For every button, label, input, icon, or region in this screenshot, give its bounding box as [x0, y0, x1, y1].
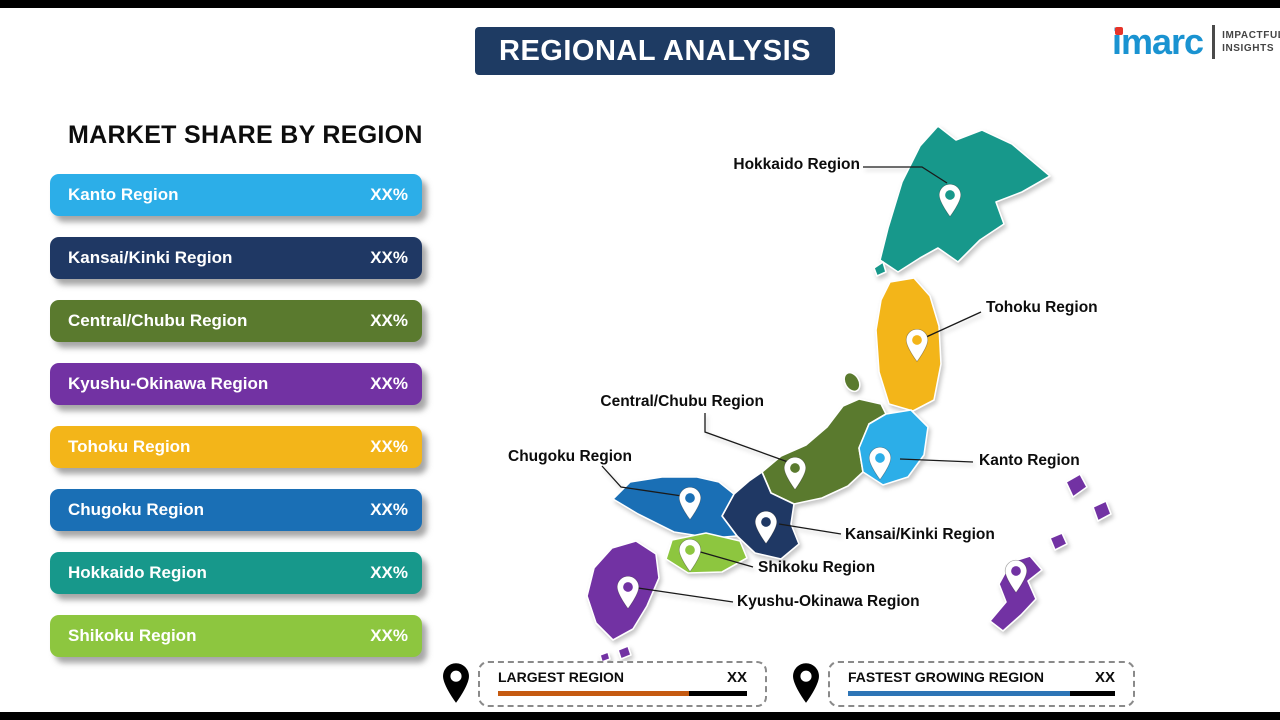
imarc-logo-red-dot-icon [1115, 27, 1123, 35]
fastest-growing-bar-primary [848, 691, 1070, 696]
bottom-black-strip [0, 712, 1280, 720]
map-label-kyushu-okinawa: Kyushu-Okinawa Region [737, 593, 920, 610]
region-value: XX% [370, 248, 408, 267]
kanto-pin-icon [868, 446, 892, 481]
imarc-tagline-top: IMPACTFUL [1222, 30, 1280, 41]
hokkaido-pin-icon [938, 183, 962, 218]
region-label: Kanto Region [68, 185, 179, 204]
chugoku-pin-icon [678, 486, 702, 521]
largest-region-bar [498, 691, 747, 696]
region-label: Hokkaido Region [68, 563, 207, 582]
imarc-logo: imarc IMPACTFUL INSIGHTS [1112, 24, 1280, 60]
shikoku-pin-icon [678, 538, 702, 573]
region-label: Central/Chubu Region [68, 311, 248, 330]
region-value: XX% [370, 374, 408, 393]
region-value: XX% [370, 311, 408, 330]
largest-region-bar-secondary [689, 691, 747, 696]
page-title: REGIONAL ANALYSIS [475, 27, 835, 75]
fastest-growing-pin-icon [793, 663, 819, 703]
region-value: XX% [370, 626, 408, 645]
market-share-row-kansai: Kansai/Kinki Region XX% [50, 237, 422, 279]
imarc-logo-text: imarc [1112, 21, 1204, 62]
map-region-hokkaido [879, 125, 1051, 273]
fastest-growing-region-label: FASTEST GROWING REGION [848, 669, 1045, 685]
largest-region-bar-primary [498, 691, 689, 696]
imarc-logo-wordmark: imarc [1112, 21, 1204, 62]
market-share-row-chugoku: Chugoku Region XX% [50, 489, 422, 531]
map-label-kanto: Kanto Region [979, 452, 1080, 469]
imarc-tagline: IMPACTFUL INSIGHTS [1222, 29, 1280, 55]
largest-region-value: XX [726, 669, 747, 686]
largest-region-label: LARGEST REGION [498, 669, 625, 685]
fastest-growing-region-box: FASTEST GROWING REGION XX [828, 661, 1135, 707]
okinawa-pin-icon [1004, 559, 1028, 594]
page-title-text: REGIONAL ANALYSIS [499, 34, 811, 67]
kansai-pin-icon [754, 510, 778, 545]
market-share-heading: MARKET SHARE BY REGION [68, 121, 423, 149]
kyushu-pin-icon [616, 575, 640, 610]
map-region-chugoku [612, 476, 738, 539]
region-label: Kyushu-Okinawa Region [68, 374, 269, 393]
region-label: Shikoku Region [68, 626, 197, 645]
market-share-row-kyushu-okinawa: Kyushu-Okinawa Region XX% [50, 363, 422, 405]
map-island-kyushu-small-1 [617, 645, 632, 660]
region-label: Tohoku Region [68, 437, 191, 456]
japan-map [586, 125, 1112, 663]
region-value: XX% [370, 500, 408, 519]
fastest-growing-region-bar [848, 691, 1115, 696]
market-share-row-tohoku: Tohoku Region XX% [50, 426, 422, 468]
market-share-row-hokkaido: Hokkaido Region XX% [50, 552, 422, 594]
map-island-hokkaido-small [873, 261, 887, 277]
top-black-strip [0, 0, 1280, 8]
market-share-list: Kanto Region XX% Kansai/Kinki Region XX%… [50, 174, 422, 678]
market-share-row-shikoku: Shikoku Region XX% [50, 615, 422, 657]
map-label-kansai: Kansai/Kinki Region [845, 526, 995, 543]
map-region-shikoku [665, 532, 748, 574]
map-pins [616, 183, 1028, 610]
largest-region-pin-icon [443, 663, 469, 703]
map-island-okinawa-3 [1049, 532, 1068, 551]
map-label-tohoku: Tohoku Region [986, 299, 1098, 316]
map-island-kyushu-small-2 [599, 651, 611, 663]
fastest-growing-region-value: XX [1094, 669, 1115, 686]
map-island-okinawa-main [989, 555, 1043, 632]
map-island-sado [843, 371, 861, 393]
map-label-central-chubu: Central/Chubu Region [600, 393, 764, 410]
region-value: XX% [370, 185, 408, 204]
imarc-tagline-bottom: INSIGHTS [1222, 43, 1275, 54]
market-share-row-kanto: Kanto Region XX% [50, 174, 422, 216]
fastest-growing-bar-secondary [1070, 691, 1115, 696]
label-connector-lines [601, 166, 982, 603]
logo-divider [1212, 25, 1216, 59]
map-label-shikoku: Shikoku Region [758, 559, 876, 576]
region-label: Chugoku Region [68, 500, 204, 519]
region-label: Kansai/Kinki Region [68, 248, 233, 267]
map-label-chugoku: Chugoku Region [508, 448, 632, 465]
region-value: XX% [370, 563, 408, 582]
map-island-okinawa-1 [1065, 473, 1088, 498]
market-share-row-central-chubu: Central/Chubu Region XX% [50, 300, 422, 342]
largest-region-box: LARGEST REGION XX [478, 661, 767, 707]
tohoku-pin-icon [905, 328, 929, 363]
map-label-hokkaido: Hokkaido Region [733, 156, 860, 173]
region-value: XX% [370, 437, 408, 456]
map-island-okinawa-2 [1092, 500, 1112, 522]
central-chubu-pin-icon [783, 456, 807, 491]
